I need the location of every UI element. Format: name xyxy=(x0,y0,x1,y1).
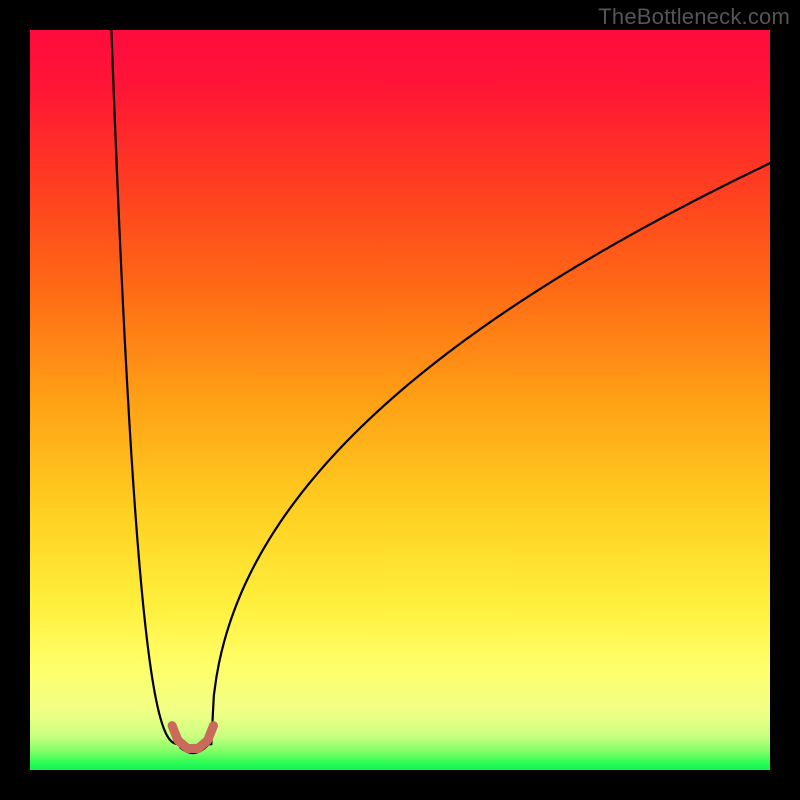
minimum-marker xyxy=(172,726,213,749)
chart-stage: TheBottleneck.com xyxy=(0,0,800,800)
chart-curves xyxy=(0,0,800,800)
bottleneck-curve-segment xyxy=(111,30,179,744)
bottleneck-curve-segment xyxy=(211,163,770,744)
